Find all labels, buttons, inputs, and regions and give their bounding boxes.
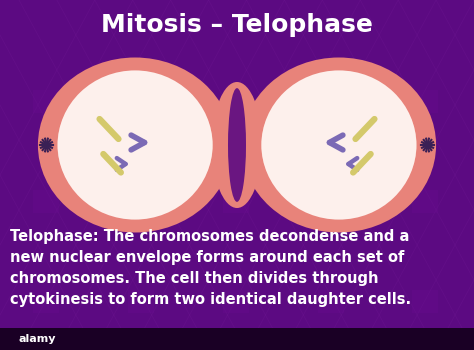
Bar — [0, 328, 474, 350]
Ellipse shape — [261, 75, 417, 215]
Bar — [412, 290, 438, 313]
Bar — [412, 90, 438, 112]
Bar — [128, 290, 154, 313]
Ellipse shape — [228, 88, 246, 202]
Ellipse shape — [262, 70, 416, 219]
Ellipse shape — [58, 70, 212, 219]
Text: Mitosis – Telophase: Mitosis – Telophase — [101, 13, 373, 37]
Bar — [33, 290, 59, 313]
Ellipse shape — [242, 57, 436, 232]
Ellipse shape — [57, 75, 213, 215]
Bar — [33, 190, 59, 212]
Text: Telophase: The chromosomes decondense and a
new nuclear envelope forms around ea: Telophase: The chromosomes decondense an… — [10, 229, 411, 307]
Bar — [318, 190, 344, 212]
Bar — [128, 90, 154, 112]
Bar — [223, 290, 249, 313]
Bar — [128, 190, 154, 212]
Bar — [318, 90, 344, 112]
Ellipse shape — [38, 57, 232, 232]
Bar — [33, 90, 59, 112]
Bar — [318, 290, 344, 313]
Bar — [412, 190, 438, 212]
Ellipse shape — [212, 82, 262, 208]
Text: alamy: alamy — [19, 334, 56, 344]
Bar — [223, 190, 249, 212]
Bar — [223, 90, 249, 112]
